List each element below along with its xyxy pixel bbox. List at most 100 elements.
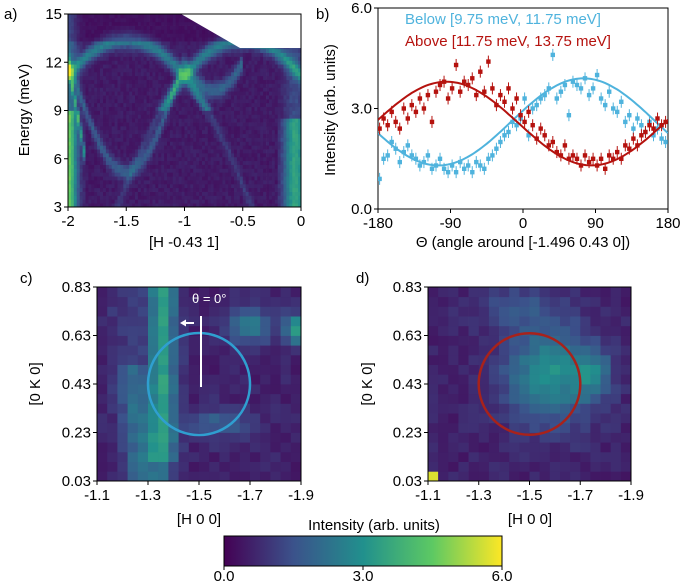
data-point <box>619 99 624 104</box>
heatmap-cell <box>123 91 127 96</box>
heatmap-cell <box>519 287 530 298</box>
heatmap-cell <box>169 149 174 154</box>
heatmap-cell <box>103 137 107 142</box>
heatmap-cell <box>283 102 287 108</box>
heatmap-cell <box>164 164 168 169</box>
heatmap-cell <box>213 187 217 192</box>
heatmap-cell <box>140 129 145 135</box>
heatmap-cell <box>178 203 183 207</box>
heatmap-cell <box>169 137 174 142</box>
heatmap-cell <box>129 75 133 81</box>
heatmap-cell <box>169 122 174 127</box>
heatmap-cell <box>158 306 169 317</box>
heatmap-cell <box>519 306 530 317</box>
heatmap-cell <box>73 56 78 61</box>
heatmap-cell <box>158 393 169 404</box>
heatmap-cell <box>289 180 293 185</box>
heatmap-cell <box>88 33 92 38</box>
heatmap-cell <box>266 149 270 154</box>
heatmap-cell <box>295 83 299 88</box>
heatmap-cell <box>295 199 299 204</box>
heatmap-cell <box>68 75 72 81</box>
heatmap-cell <box>79 87 84 92</box>
heatmap-cell <box>167 98 171 104</box>
heatmap-cell <box>263 125 267 131</box>
data-point <box>466 163 471 168</box>
heatmap-cell <box>175 79 180 84</box>
heatmap-cell <box>219 287 230 298</box>
heatmap-cell <box>164 60 168 65</box>
heatmap-cell <box>82 183 86 189</box>
heatmap-cell <box>88 133 92 138</box>
heatmap-cell <box>190 37 194 42</box>
heatmap-cell <box>172 79 177 84</box>
heatmap-cell <box>91 129 95 135</box>
heatmap-cell <box>257 71 261 77</box>
heatmap-cell <box>231 44 235 50</box>
heatmap-cell <box>82 95 86 100</box>
heatmap-cell <box>76 95 81 100</box>
heatmap-cell <box>199 187 203 192</box>
heatmap-cell <box>181 203 185 207</box>
heatmap-cell <box>216 153 220 158</box>
heatmap-cell <box>219 153 223 158</box>
heatmap-cell <box>242 87 247 92</box>
heatmap-cell <box>231 95 235 100</box>
heatmap-cell <box>85 37 89 42</box>
heatmap-cell <box>137 129 142 135</box>
heatmap-cell <box>73 110 78 115</box>
heatmap-cell <box>248 114 252 119</box>
heatmap-cell <box>94 133 98 138</box>
heatmap-cell <box>266 60 270 65</box>
heatmap-cell <box>248 160 252 165</box>
heatmap-cell <box>129 87 133 92</box>
heatmap-cell <box>225 91 229 96</box>
heatmap-cell <box>172 102 177 108</box>
heatmap-cell <box>85 17 89 23</box>
heatmap-cell <box>73 129 78 135</box>
heatmap-cell <box>103 110 107 115</box>
heatmap-cell <box>94 145 98 150</box>
data-point <box>393 146 398 151</box>
heatmap-cell <box>172 195 177 200</box>
heatmap-cell <box>270 335 281 346</box>
heatmap-cell <box>164 14 168 19</box>
heatmap-cell <box>274 156 279 162</box>
heatmap-cell <box>152 129 156 135</box>
heatmap-cell <box>199 145 203 150</box>
heatmap-cell <box>164 180 168 185</box>
heatmap-cell <box>181 160 185 165</box>
heatmap-cell <box>114 14 118 19</box>
heatmap-cell <box>286 156 290 162</box>
data-point <box>594 72 600 78</box>
heatmap-cell <box>161 64 165 69</box>
heatmap-cell <box>193 122 197 127</box>
heatmap-cell <box>478 345 490 356</box>
heatmap-cell <box>91 29 95 34</box>
heatmap-cell <box>213 180 217 185</box>
heatmap-cell <box>94 91 98 96</box>
heatmap-cell <box>172 21 177 26</box>
heatmap-cell <box>251 160 255 165</box>
data-point <box>413 156 419 161</box>
heatmap-cell <box>236 183 241 189</box>
heatmap-cell <box>88 110 92 115</box>
heatmap-cell <box>103 64 107 69</box>
heatmap-cell <box>73 75 78 81</box>
heatmap-cell <box>120 48 124 53</box>
heatmap-cell <box>155 41 159 46</box>
heatmap-cell <box>168 364 179 375</box>
heatmap-cell <box>250 325 261 336</box>
heatmap-cell <box>184 145 188 150</box>
heatmap-cell <box>132 71 136 77</box>
heatmap-cell <box>140 156 145 162</box>
heatmap-cell <box>239 52 244 57</box>
heatmap-cell <box>286 98 290 104</box>
heatmap-cell <box>140 33 145 38</box>
heatmap-cell <box>202 64 206 69</box>
heatmap-cell <box>126 203 130 207</box>
heatmap-cell <box>269 141 273 146</box>
heatmap-cell <box>146 52 150 57</box>
heatmap-cell <box>103 75 107 81</box>
heatmap-cell <box>216 56 220 61</box>
